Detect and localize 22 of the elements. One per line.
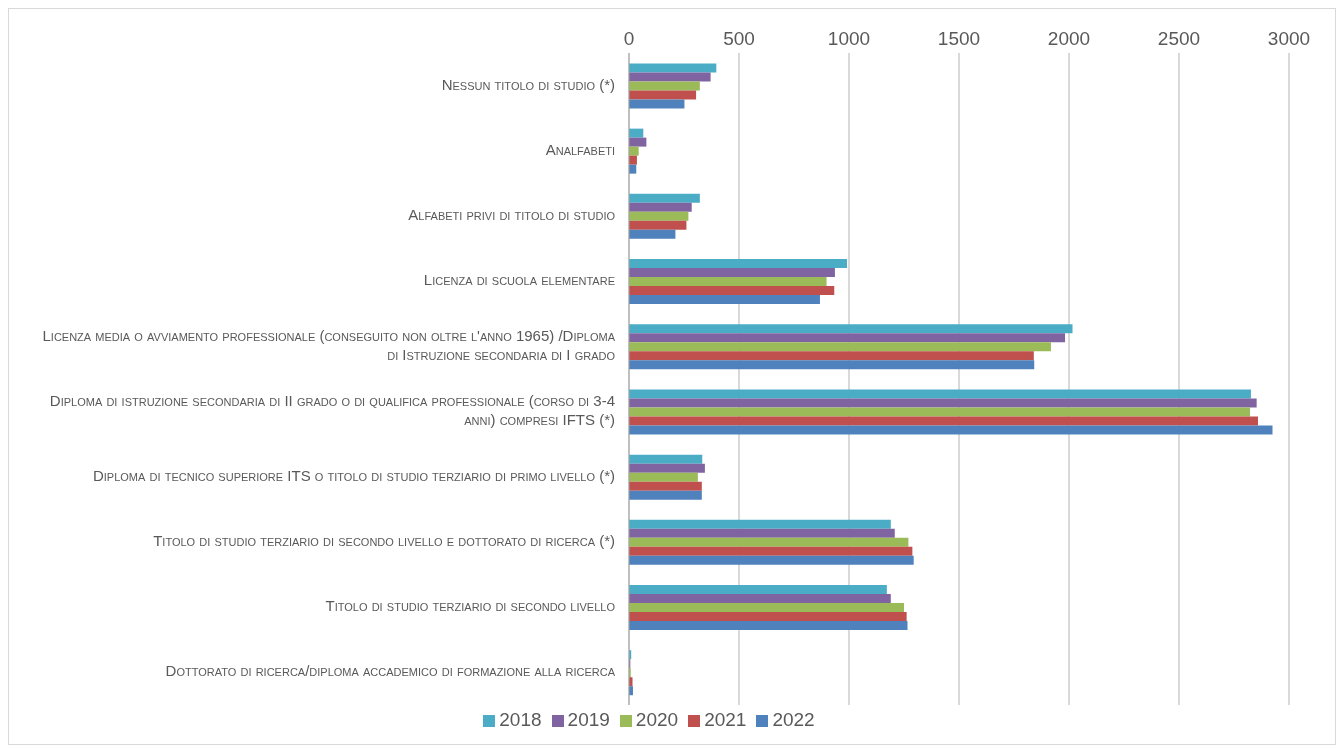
y-tick-label: Licenza di scuola elementare xyxy=(423,271,615,289)
y-tick-label: Licenza media o avviamento professionale (conseguito non oltre l'anno 1965) /Diploma di Istruzione secondaria di I grado xyxy=(42,326,616,363)
y-tick-label: Nessun titolo di studio (*) xyxy=(441,75,615,93)
x-tick-label: 1500 xyxy=(937,28,981,49)
legend-label: 2022 xyxy=(772,709,815,730)
x-tick-label: 2500 xyxy=(1157,28,1201,49)
y-tick-label: Analfabeti xyxy=(545,140,615,158)
y-tick-label: Titolo di studio terziario di secondo livello e dottorato di ricerca (*) xyxy=(153,531,615,549)
y-tick-label: Diploma di istruzione secondaria di II grado o di qualifica professionale (corso di 3-4 anni) compresi IFTS (*) xyxy=(49,392,615,429)
legend-label: 2021 xyxy=(704,709,747,730)
y-tick-label: Titolo di studio terziario di secondo livello xyxy=(325,597,616,615)
x-tick-label: 0 xyxy=(623,28,635,49)
y-tick-label: Diploma di tecnico superiore ITS o titolo di studio terziario di primo livello (*) xyxy=(92,466,615,484)
x-tick-label: 2000 xyxy=(1047,28,1091,49)
x-tick-label: 1000 xyxy=(827,28,871,49)
y-tick-label: Dottorato di ricerca/diploma accademico di formazione alla ricerca xyxy=(165,662,616,680)
legend-label: 2019 xyxy=(567,709,610,730)
legend-label: 2018 xyxy=(499,709,542,730)
y-tick-label: Alfabeti privi di titolo di studio xyxy=(408,205,616,223)
x-tick-label: 3000 xyxy=(1267,28,1311,49)
x-tick-label: 500 xyxy=(723,28,755,49)
legend-label: 2020 xyxy=(635,709,679,730)
